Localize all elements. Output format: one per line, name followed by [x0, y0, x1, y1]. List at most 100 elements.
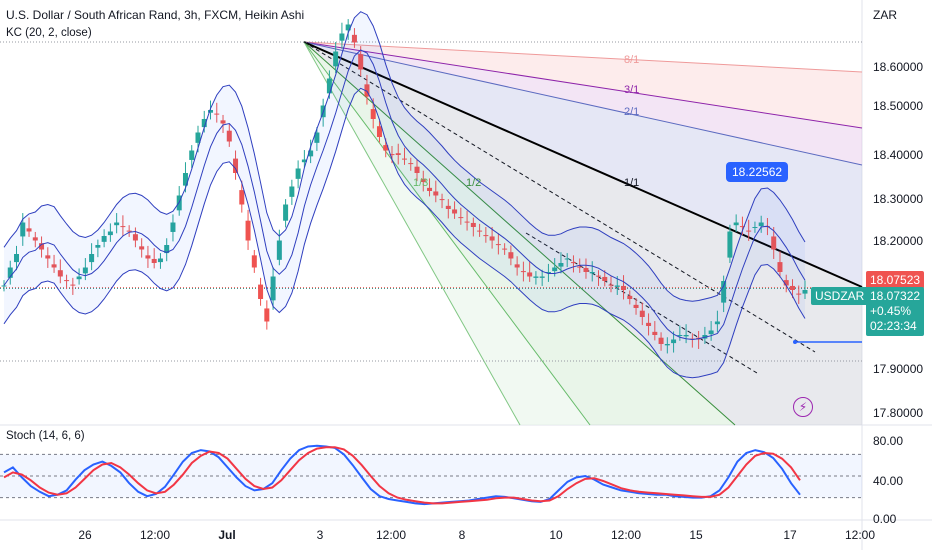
candle-body: [470, 222, 476, 227]
candle-body: [82, 267, 88, 274]
keltner-indicator-label[interactable]: KC (20, 2, close): [6, 27, 92, 39]
candle-body: [276, 240, 282, 260]
candle-body: [458, 217, 464, 219]
stoch-tick: 80.00: [873, 434, 904, 448]
candle-body: [258, 284, 264, 299]
time-tick: 8: [458, 528, 466, 542]
candle-body: [564, 258, 570, 260]
candle-body: [289, 186, 295, 197]
time-tick: 12:00: [375, 528, 407, 542]
candle-body: [251, 255, 257, 268]
stoch-d-line: [3, 446, 801, 505]
candle-body: [595, 275, 601, 277]
candle-body: [502, 248, 508, 250]
candle-body: [333, 51, 339, 67]
level-point: [793, 340, 797, 344]
fan-line-8-1: [303, 41, 863, 73]
candle-body: [758, 222, 764, 227]
candle-body: [114, 222, 120, 226]
candle-body: [414, 166, 420, 173]
candle-body: [427, 187, 433, 191]
bar-countdown: 02:23:34: [870, 319, 917, 333]
keltner-mid: [3, 49, 806, 341]
candle-body: [220, 120, 226, 124]
candle-body: [558, 263, 564, 267]
candle-body: [677, 335, 683, 336]
candle-body: [76, 276, 82, 280]
chart-title: U.S. Dollar / South African Rand, 3h, FX…: [6, 8, 305, 22]
price-tick: 18.40000: [873, 148, 924, 162]
candle-body: [408, 163, 414, 165]
stochastic-indicator-label[interactable]: Stoch (14, 6, 6): [6, 430, 85, 442]
candle-body: [708, 330, 714, 335]
candle-body: [151, 258, 157, 263]
candle-body: [7, 267, 13, 278]
last-price: 18.07322: [870, 289, 921, 303]
dashed-trend-line: [303, 41, 816, 353]
candle-body: [170, 222, 176, 232]
candle-body: [508, 252, 514, 259]
symbol-tag[interactable]: USDZAR: [811, 287, 869, 305]
candle-body: [326, 78, 332, 94]
time-tick: 12:00: [139, 528, 171, 542]
price-tick: 18.50000: [873, 99, 924, 113]
candle-body: [796, 293, 802, 295]
time-tick: 15: [689, 528, 703, 542]
candle-body: [345, 24, 351, 31]
fan-label-8-1: 8/1: [624, 54, 640, 66]
candle-body: [483, 235, 489, 237]
candle-body: [495, 244, 501, 246]
candle-body: [445, 205, 451, 209]
time-tick: 3: [316, 528, 324, 542]
candle-body: [351, 34, 357, 43]
candle-body: [658, 337, 664, 344]
candle-body: [101, 236, 107, 242]
candle-body: [20, 222, 26, 237]
candle-body: [671, 339, 677, 344]
candle-body: [489, 236, 495, 241]
candle-body: [721, 281, 727, 303]
candle-body: [727, 231, 733, 258]
price-tick: 18.20000: [873, 234, 924, 248]
price-tick: 17.80000: [873, 406, 924, 420]
time-tick: Jul: [218, 528, 236, 542]
candle-body: [195, 132, 201, 143]
candle-body: [1, 285, 7, 287]
time-tick: 26: [78, 528, 92, 542]
candle-body: [339, 33, 345, 41]
candle-body: [32, 237, 38, 241]
time-tick: 10: [549, 528, 563, 542]
price-tick: 17.90000: [873, 362, 924, 376]
candle-body: [376, 126, 382, 137]
candle-body: [389, 154, 395, 156]
candle-body: [126, 230, 132, 232]
price-tick: 18.30000: [873, 192, 924, 206]
time-tick: 12:00: [844, 528, 876, 542]
last-price-box: 18.07322 +0.45% 02:23:34: [866, 287, 925, 336]
price-change: +0.45%: [870, 304, 912, 318]
dashed-trend-line: [525, 232, 758, 374]
candle-body: [514, 264, 520, 268]
candle-body: [602, 276, 608, 281]
candle-body: [627, 295, 633, 299]
candle-body: [402, 158, 407, 160]
candle-body: [157, 258, 163, 263]
candle-body: [746, 230, 752, 232]
candle-body: [89, 254, 95, 263]
candle-body: [621, 285, 627, 290]
fan-label-3-1: 3/1: [624, 84, 640, 96]
fan-label-1-1: 1/1: [624, 177, 640, 189]
fan-label-1-2: 1/2: [466, 177, 482, 189]
fan-zone: [304, 42, 862, 425]
candle-body: [264, 308, 270, 322]
candle-body: [739, 226, 745, 228]
currency-label[interactable]: ZAR: [873, 8, 897, 22]
candle-body: [364, 84, 370, 97]
fan-label-2-1: 2/1: [624, 106, 640, 118]
stoch-tick: 0.00: [873, 512, 897, 526]
candle-body: [189, 150, 195, 160]
high-callout: 18.22562: [726, 162, 789, 182]
lightning-icon[interactable]: ⚡: [793, 397, 813, 417]
fan-line-1-1: [303, 41, 863, 288]
